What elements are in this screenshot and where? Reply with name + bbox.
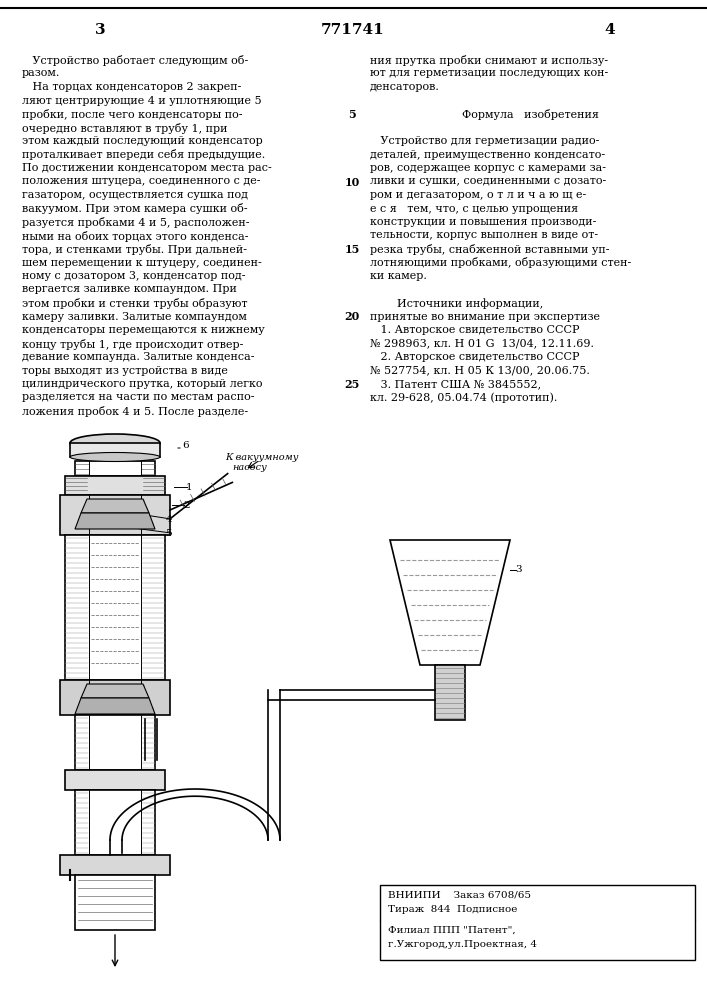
Text: пробки, после чего конденсаторы по-: пробки, после чего конденсаторы по- xyxy=(22,109,243,120)
Text: цилиндрического прутка, который легко: цилиндрического прутка, который легко xyxy=(22,379,262,389)
Text: разом.: разом. xyxy=(22,68,60,79)
Text: № 298963, кл. Н 01 G  13/04, 12.11.69.: № 298963, кл. Н 01 G 13/04, 12.11.69. xyxy=(370,338,594,349)
Bar xyxy=(60,680,170,715)
Text: конструкции и повышения производи-: конструкции и повышения производи- xyxy=(370,217,597,227)
Text: ному с дозатором 3, конденсатор под-: ному с дозатором 3, конденсатор под- xyxy=(22,271,245,281)
Text: очередно вставляют в трубу 1, при: очередно вставляют в трубу 1, при xyxy=(22,122,228,133)
Text: 3: 3 xyxy=(95,23,105,37)
Text: тельности, корпус выполнен в виде от-: тельности, корпус выполнен в виде от- xyxy=(370,231,598,240)
Ellipse shape xyxy=(70,434,160,452)
Polygon shape xyxy=(390,540,510,665)
Text: тора, и стенками трубы. При дальней-: тора, и стенками трубы. При дальней- xyxy=(22,244,247,255)
Polygon shape xyxy=(75,698,155,714)
Text: положения штуцера, соединенного с де-: положения штуцера, соединенного с де- xyxy=(22,176,260,186)
Text: № 527754, кл. Н 05 К 13/00, 20.06.75.: № 527754, кл. Н 05 К 13/00, 20.06.75. xyxy=(370,365,590,375)
Text: 2: 2 xyxy=(183,500,189,510)
Text: этом пробки и стенки трубы образуют: этом пробки и стенки трубы образуют xyxy=(22,298,247,309)
Text: На торцах конденсаторов 2 закреп-: На торцах конденсаторов 2 закреп- xyxy=(22,82,241,92)
Text: 6: 6 xyxy=(182,440,189,450)
Bar xyxy=(380,885,695,960)
Text: разуется пробками 4 и 5, расположен-: разуется пробками 4 и 5, расположен- xyxy=(22,217,250,228)
Text: 25: 25 xyxy=(344,379,360,390)
Text: Источники информации,: Источники информации, xyxy=(397,298,543,309)
Text: г.Ужгород,ул.Проектная, 4: г.Ужгород,ул.Проектная, 4 xyxy=(388,940,537,949)
Text: 4: 4 xyxy=(165,514,172,524)
Text: Тираж  844  Подписное: Тираж 844 Подписное xyxy=(388,905,518,914)
Text: ляют центрирующие 4 и уплотняющие 5: ляют центрирующие 4 и уплотняющие 5 xyxy=(22,96,262,105)
Text: девание компаунда. Залитые конденса-: девание компаунда. Залитые конденса- xyxy=(22,352,255,362)
Text: 1. Авторское свидетельство СССР: 1. Авторское свидетельство СССР xyxy=(370,325,580,335)
Text: Устройство для герметизации радио-: Устройство для герметизации радио- xyxy=(370,136,600,146)
Text: 2. Авторское свидетельство СССР: 2. Авторское свидетельство СССР xyxy=(370,352,580,362)
Text: ют для герметизации последующих кон-: ют для герметизации последующих кон- xyxy=(370,68,608,79)
Text: 3: 3 xyxy=(515,566,522,574)
Text: резка трубы, снабженной вставными уп-: резка трубы, снабженной вставными уп- xyxy=(370,244,609,255)
Text: конденсаторы перемещаются к нижнему: конденсаторы перемещаются к нижнему xyxy=(22,325,264,335)
Text: разделяется на части по местам распо-: разделяется на части по местам распо- xyxy=(22,392,255,402)
Bar xyxy=(70,443,160,457)
Bar xyxy=(60,855,170,875)
Text: 5: 5 xyxy=(348,109,356,120)
Text: 771741: 771741 xyxy=(321,23,385,37)
Bar xyxy=(75,790,155,855)
Text: шем перемещении к штуцеру, соединен-: шем перемещении к штуцеру, соединен- xyxy=(22,257,262,267)
Text: ния прутка пробки снимают и использу-: ния прутка пробки снимают и использу- xyxy=(370,55,608,66)
Text: ными на обоих торцах этого конденса-: ными на обоих торцах этого конденса- xyxy=(22,231,248,241)
Bar xyxy=(65,476,165,495)
Bar xyxy=(65,770,165,790)
Text: е с я   тем, что, с целью упрощения: е с я тем, что, с целью упрощения xyxy=(370,204,578,214)
Text: денсаторов.: денсаторов. xyxy=(370,82,440,92)
Text: лотняющими пробками, образующими стен-: лотняющими пробками, образующими стен- xyxy=(370,257,631,268)
Text: Устройство работает следующим об-: Устройство работает следующим об- xyxy=(22,55,248,66)
Text: 20: 20 xyxy=(344,312,360,322)
Text: концу трубы 1, где происходит отвер-: концу трубы 1, где происходит отвер- xyxy=(22,338,243,350)
Bar xyxy=(75,875,155,930)
Bar xyxy=(60,495,170,535)
Text: По достижении конденсатором места рас-: По достижении конденсатором места рас- xyxy=(22,163,271,173)
Polygon shape xyxy=(75,513,155,529)
Polygon shape xyxy=(81,499,149,513)
Text: 3. Патент США № 3845552,: 3. Патент США № 3845552, xyxy=(370,379,541,389)
Polygon shape xyxy=(81,684,149,698)
Text: 4: 4 xyxy=(604,23,615,37)
Text: Филиал ППП "Патент",: Филиал ППП "Патент", xyxy=(388,926,515,935)
Text: деталей, преимущественно конденсато-: деталей, преимущественно конденсато- xyxy=(370,149,605,159)
Text: 15: 15 xyxy=(344,244,360,255)
Text: этом каждый последующий конденсатор: этом каждый последующий конденсатор xyxy=(22,136,263,146)
Text: газатором, осуществляется сушка под: газатором, осуществляется сушка под xyxy=(22,190,248,200)
Text: принятые во внимание при экспертизе: принятые во внимание при экспертизе xyxy=(370,312,600,322)
Bar xyxy=(75,461,155,476)
Ellipse shape xyxy=(70,452,160,462)
Text: 5: 5 xyxy=(165,528,172,538)
Bar xyxy=(75,715,155,770)
Bar xyxy=(65,535,165,680)
Text: торы выходят из устройства в виде: торы выходят из устройства в виде xyxy=(22,365,228,375)
Text: Формула   изобретения: Формула изобретения xyxy=(462,109,598,120)
Text: ром и дегазатором, о т л и ч а ю щ е-: ром и дегазатором, о т л и ч а ю щ е- xyxy=(370,190,586,200)
Text: ВНИИПИ    Заказ 6708/65: ВНИИПИ Заказ 6708/65 xyxy=(388,891,531,900)
Bar xyxy=(435,665,465,720)
Text: ложения пробок 4 и 5. После разделе-: ложения пробок 4 и 5. После разделе- xyxy=(22,406,248,417)
Text: ливки и сушки, соединенными с дозато-: ливки и сушки, соединенными с дозато- xyxy=(370,176,606,186)
Text: вергается заливке компаундом. При: вергается заливке компаундом. При xyxy=(22,284,237,294)
Text: К вакуумному: К вакуумному xyxy=(225,453,298,462)
Text: насосу: насосу xyxy=(232,463,267,472)
Text: вакуумом. При этом камера сушки об-: вакуумом. При этом камера сушки об- xyxy=(22,204,247,215)
Text: 10: 10 xyxy=(344,176,360,188)
Text: 1: 1 xyxy=(186,483,192,491)
Text: ров, содержащее корпус с камерами за-: ров, содержащее корпус с камерами за- xyxy=(370,163,606,173)
Text: ки камер.: ки камер. xyxy=(370,271,427,281)
Text: кл. 29-628, 05.04.74 (прототип).: кл. 29-628, 05.04.74 (прототип). xyxy=(370,392,557,403)
Text: проталкивает впереди себя предыдущие.: проталкивает впереди себя предыдущие. xyxy=(22,149,265,160)
Text: камеру заливки. Залитые компаундом: камеру заливки. Залитые компаундом xyxy=(22,312,247,322)
